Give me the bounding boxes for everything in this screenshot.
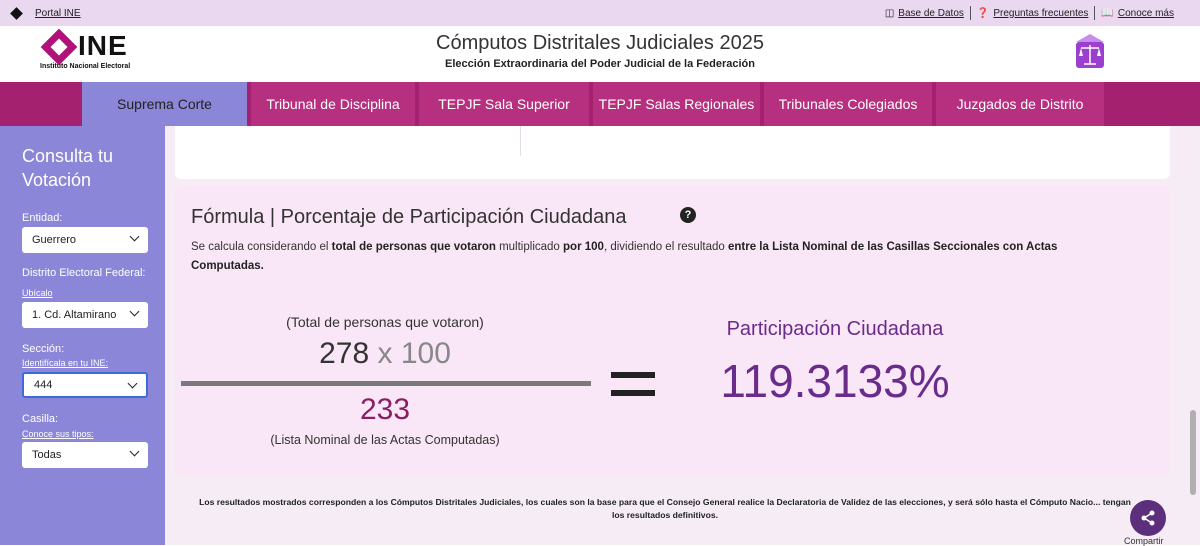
numerator: 278 x 100 — [275, 337, 495, 371]
casilla-value: Todas — [32, 449, 62, 461]
disclaimer-note: Los resultados mostrados corresponden a … — [199, 497, 1131, 520]
seccion-hint-link[interactable]: Identifícala en tu INE: — [22, 358, 109, 368]
page-subtitle: Elección Extraordinaria del Poder Judici… — [445, 58, 755, 70]
denominator-value: 233 — [359, 393, 411, 426]
base-de-datos-label[interactable]: Base de Datos — [898, 7, 964, 19]
entidad-select[interactable]: Guerrero — [22, 227, 148, 253]
site-header: INE Instituto Nacional Electoral Cómputo… — [0, 26, 1200, 82]
nav-spacer — [0, 82, 82, 126]
share-button[interactable] — [1130, 500, 1166, 536]
formula-title: Fórmula | Porcentaje de Participación Ci… — [191, 206, 627, 228]
chevron-down-icon — [129, 446, 140, 457]
desc-text: , dividiendo el resultado — [603, 241, 728, 253]
results-card — [175, 126, 1170, 179]
divider — [969, 6, 971, 20]
divider — [520, 126, 521, 156]
conoce-mas-link[interactable]: 📖 Conoce más — [1095, 8, 1180, 19]
help-icon[interactable]: ? — [680, 207, 696, 223]
ine-logo-word: INE — [78, 30, 128, 61]
seccion-select[interactable]: 444 — [22, 372, 148, 398]
distrito-label: Distrito Electoral Federal: — [22, 267, 146, 279]
tab-tribunales-colegiados[interactable]: Tribunales Colegiados — [764, 82, 932, 126]
preguntas-frecuentes-link[interactable]: ❓ Preguntas frecuentes — [971, 8, 1095, 19]
ine-logo-subtitle: Instituto Nacional Electoral — [40, 63, 131, 70]
distrito-select[interactable]: 1. Cd. Altamirano — [22, 302, 148, 328]
casilla-label: Casilla: — [22, 413, 59, 425]
result-label: Participación Ciudadana — [726, 318, 944, 340]
casilla-hint-link[interactable]: Conoce sus tipos: — [22, 429, 94, 439]
consulta-sidebar: Consulta tu Votación Entidad: Guerrero D… — [0, 126, 165, 545]
book-icon: 📖 — [1101, 7, 1114, 19]
entidad-label: Entidad: — [22, 212, 63, 224]
conoce-mas-label[interactable]: Conoce más — [1117, 7, 1174, 19]
divider — [1094, 6, 1096, 20]
fraction-line — [181, 381, 591, 386]
database-icon: ◫ — [884, 7, 895, 19]
tab-tribunal-de-disciplina[interactable]: Tribunal de Disciplina — [251, 82, 415, 126]
desc-bold: por 100 — [563, 241, 604, 253]
desc-bold: total de personas que votaron — [331, 241, 496, 253]
main-nav: Suprema Corte Tribunal de Disciplina TEP… — [0, 82, 1200, 126]
desc-text: multiplicado — [495, 241, 564, 253]
top-utility-bar: Portal INE ◫ Base de Datos ❓ Preguntas f… — [0, 0, 1200, 26]
chevron-down-icon — [129, 231, 140, 242]
distrito-hint-link[interactable]: Ubícalo — [22, 288, 53, 298]
share-label: Compartir — [1124, 536, 1164, 546]
tab-juzgados-de-distrito[interactable]: Juzgados de Distrito — [936, 82, 1104, 126]
page-title: Cómputos Distritales Judiciales 2025 — [436, 32, 764, 54]
equals-bar — [611, 372, 655, 378]
ine-logo[interactable]: INE Instituto Nacional Electoral — [40, 28, 170, 76]
tab-tepjf-sala-superior[interactable]: TEPJF Sala Superior — [419, 82, 589, 126]
desc-text: Se calcula considerando el — [191, 241, 332, 253]
seccion-value: 444 — [34, 379, 53, 391]
multiplier: x 100 — [377, 337, 451, 370]
chevron-down-icon — [127, 378, 138, 389]
justice-scale-icon — [1076, 34, 1104, 68]
seccion-label: Sección: — [22, 343, 65, 355]
portal-ine-link[interactable]: Portal INE — [10, 6, 81, 20]
portal-ine-label[interactable]: Portal INE — [35, 7, 81, 19]
page-scrollbar[interactable] — [1190, 410, 1196, 495]
share-icon — [1141, 510, 1155, 526]
numerator-label: (Total de personas que votaron) — [286, 314, 484, 330]
result-value: 119.3133% — [720, 355, 950, 407]
tab-suprema-corte[interactable]: Suprema Corte — [82, 82, 247, 126]
equals-sign — [611, 372, 655, 398]
sidebar-heading: Consulta tu Votación — [22, 146, 114, 190]
main-content: Fórmula | Porcentaje de Participación Ci… — [165, 126, 1200, 545]
tab-tepjf-salas-regionales[interactable]: TEPJF Salas Regionales — [593, 82, 760, 126]
question-circle-icon: ❓ — [976, 7, 990, 19]
base-de-datos-link[interactable]: ◫ Base de Datos — [879, 8, 970, 19]
distrito-value: 1. Cd. Altamirano — [32, 309, 117, 321]
preguntas-frecuentes-label[interactable]: Preguntas frecuentes — [993, 7, 1089, 19]
formula-panel: Fórmula | Porcentaje de Participación Ci… — [175, 186, 1170, 476]
numerator-value: 278 — [319, 337, 370, 370]
equals-bar — [611, 390, 655, 396]
desc-bold: entre la Lista Nominal de las Casillas S… — [191, 241, 1058, 272]
chevron-down-icon — [129, 306, 140, 317]
casilla-select[interactable]: Todas — [22, 442, 148, 468]
entidad-value: Guerrero — [32, 234, 77, 246]
formula-description: Se calcula considerando el total de pers… — [191, 238, 1131, 276]
denominator-label: (Lista Nominal de las Actas Computadas) — [270, 433, 500, 447]
ine-diamond-icon — [10, 6, 23, 20]
